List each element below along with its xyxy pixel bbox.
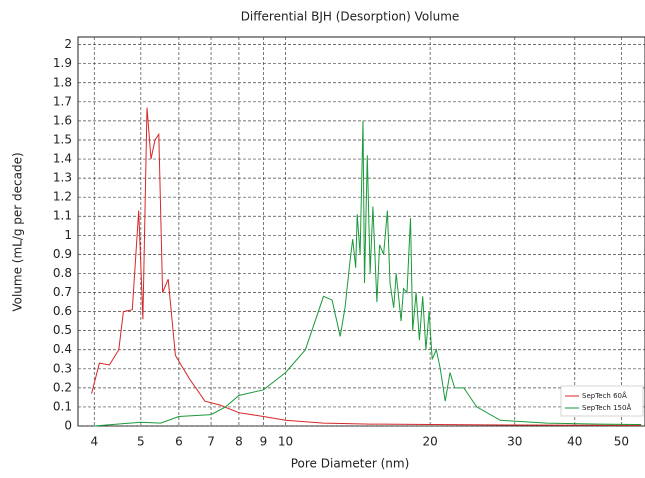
data-line xyxy=(94,120,642,427)
y-tick-label: 1.2 xyxy=(53,190,72,204)
legend-box xyxy=(560,385,644,417)
y-tick-label: 1.8 xyxy=(53,75,72,89)
x-tick-label: 7 xyxy=(207,435,215,449)
y-tick-label: 0.9 xyxy=(53,247,72,261)
y-tick-label: 0.5 xyxy=(53,323,72,337)
x-tick-label: 8 xyxy=(235,435,243,449)
plot-frame xyxy=(77,36,645,427)
y-tick-label: 2 xyxy=(64,37,72,51)
y-tick-label: 1.5 xyxy=(53,132,72,146)
y-tick-label: 0.1 xyxy=(53,399,72,413)
x-tick-label: 20 xyxy=(422,435,437,449)
x-tick-label: 4 xyxy=(90,435,98,449)
x-tick-label: 6 xyxy=(175,435,183,449)
x-tick-label: 30 xyxy=(507,435,522,449)
chart-title: Differential BJH (Desorption) Volume xyxy=(241,10,460,24)
y-tick-label: 0.6 xyxy=(53,304,72,318)
y-tick-label: 1.7 xyxy=(53,94,72,108)
x-tick-label: 9 xyxy=(260,435,268,449)
y-tick-label: 1.9 xyxy=(53,56,72,70)
legend-label: SepTech 150Å xyxy=(582,403,631,412)
x-tick-label: 50 xyxy=(614,435,629,449)
y-tick-label: 0.4 xyxy=(53,342,72,356)
y-tick-label: 0 xyxy=(64,419,72,433)
y-tick-label: 0.7 xyxy=(53,285,72,299)
y-tick-label: 0.8 xyxy=(53,266,72,280)
legend-label: SepTech 60Å xyxy=(582,391,627,400)
y-tick-label: 1 xyxy=(64,228,72,242)
x-axis-label: Pore Diameter (nm) xyxy=(291,457,410,471)
x-tick-label: 10 xyxy=(278,435,293,449)
x-tick-label: 5 xyxy=(137,435,145,449)
x-tick-label: 40 xyxy=(567,435,582,449)
y-axis-label: Volume (mL/g per decade) xyxy=(11,152,25,311)
y-tick-label: 1.6 xyxy=(53,113,72,127)
y-tick-label: 1.4 xyxy=(53,152,72,166)
y-tick-label: 1.1 xyxy=(53,209,72,223)
y-tick-label: 0.3 xyxy=(53,361,72,375)
y-tick-label: 1.3 xyxy=(53,171,72,185)
y-tick-label: 0.2 xyxy=(53,380,72,394)
data-line xyxy=(91,107,642,426)
